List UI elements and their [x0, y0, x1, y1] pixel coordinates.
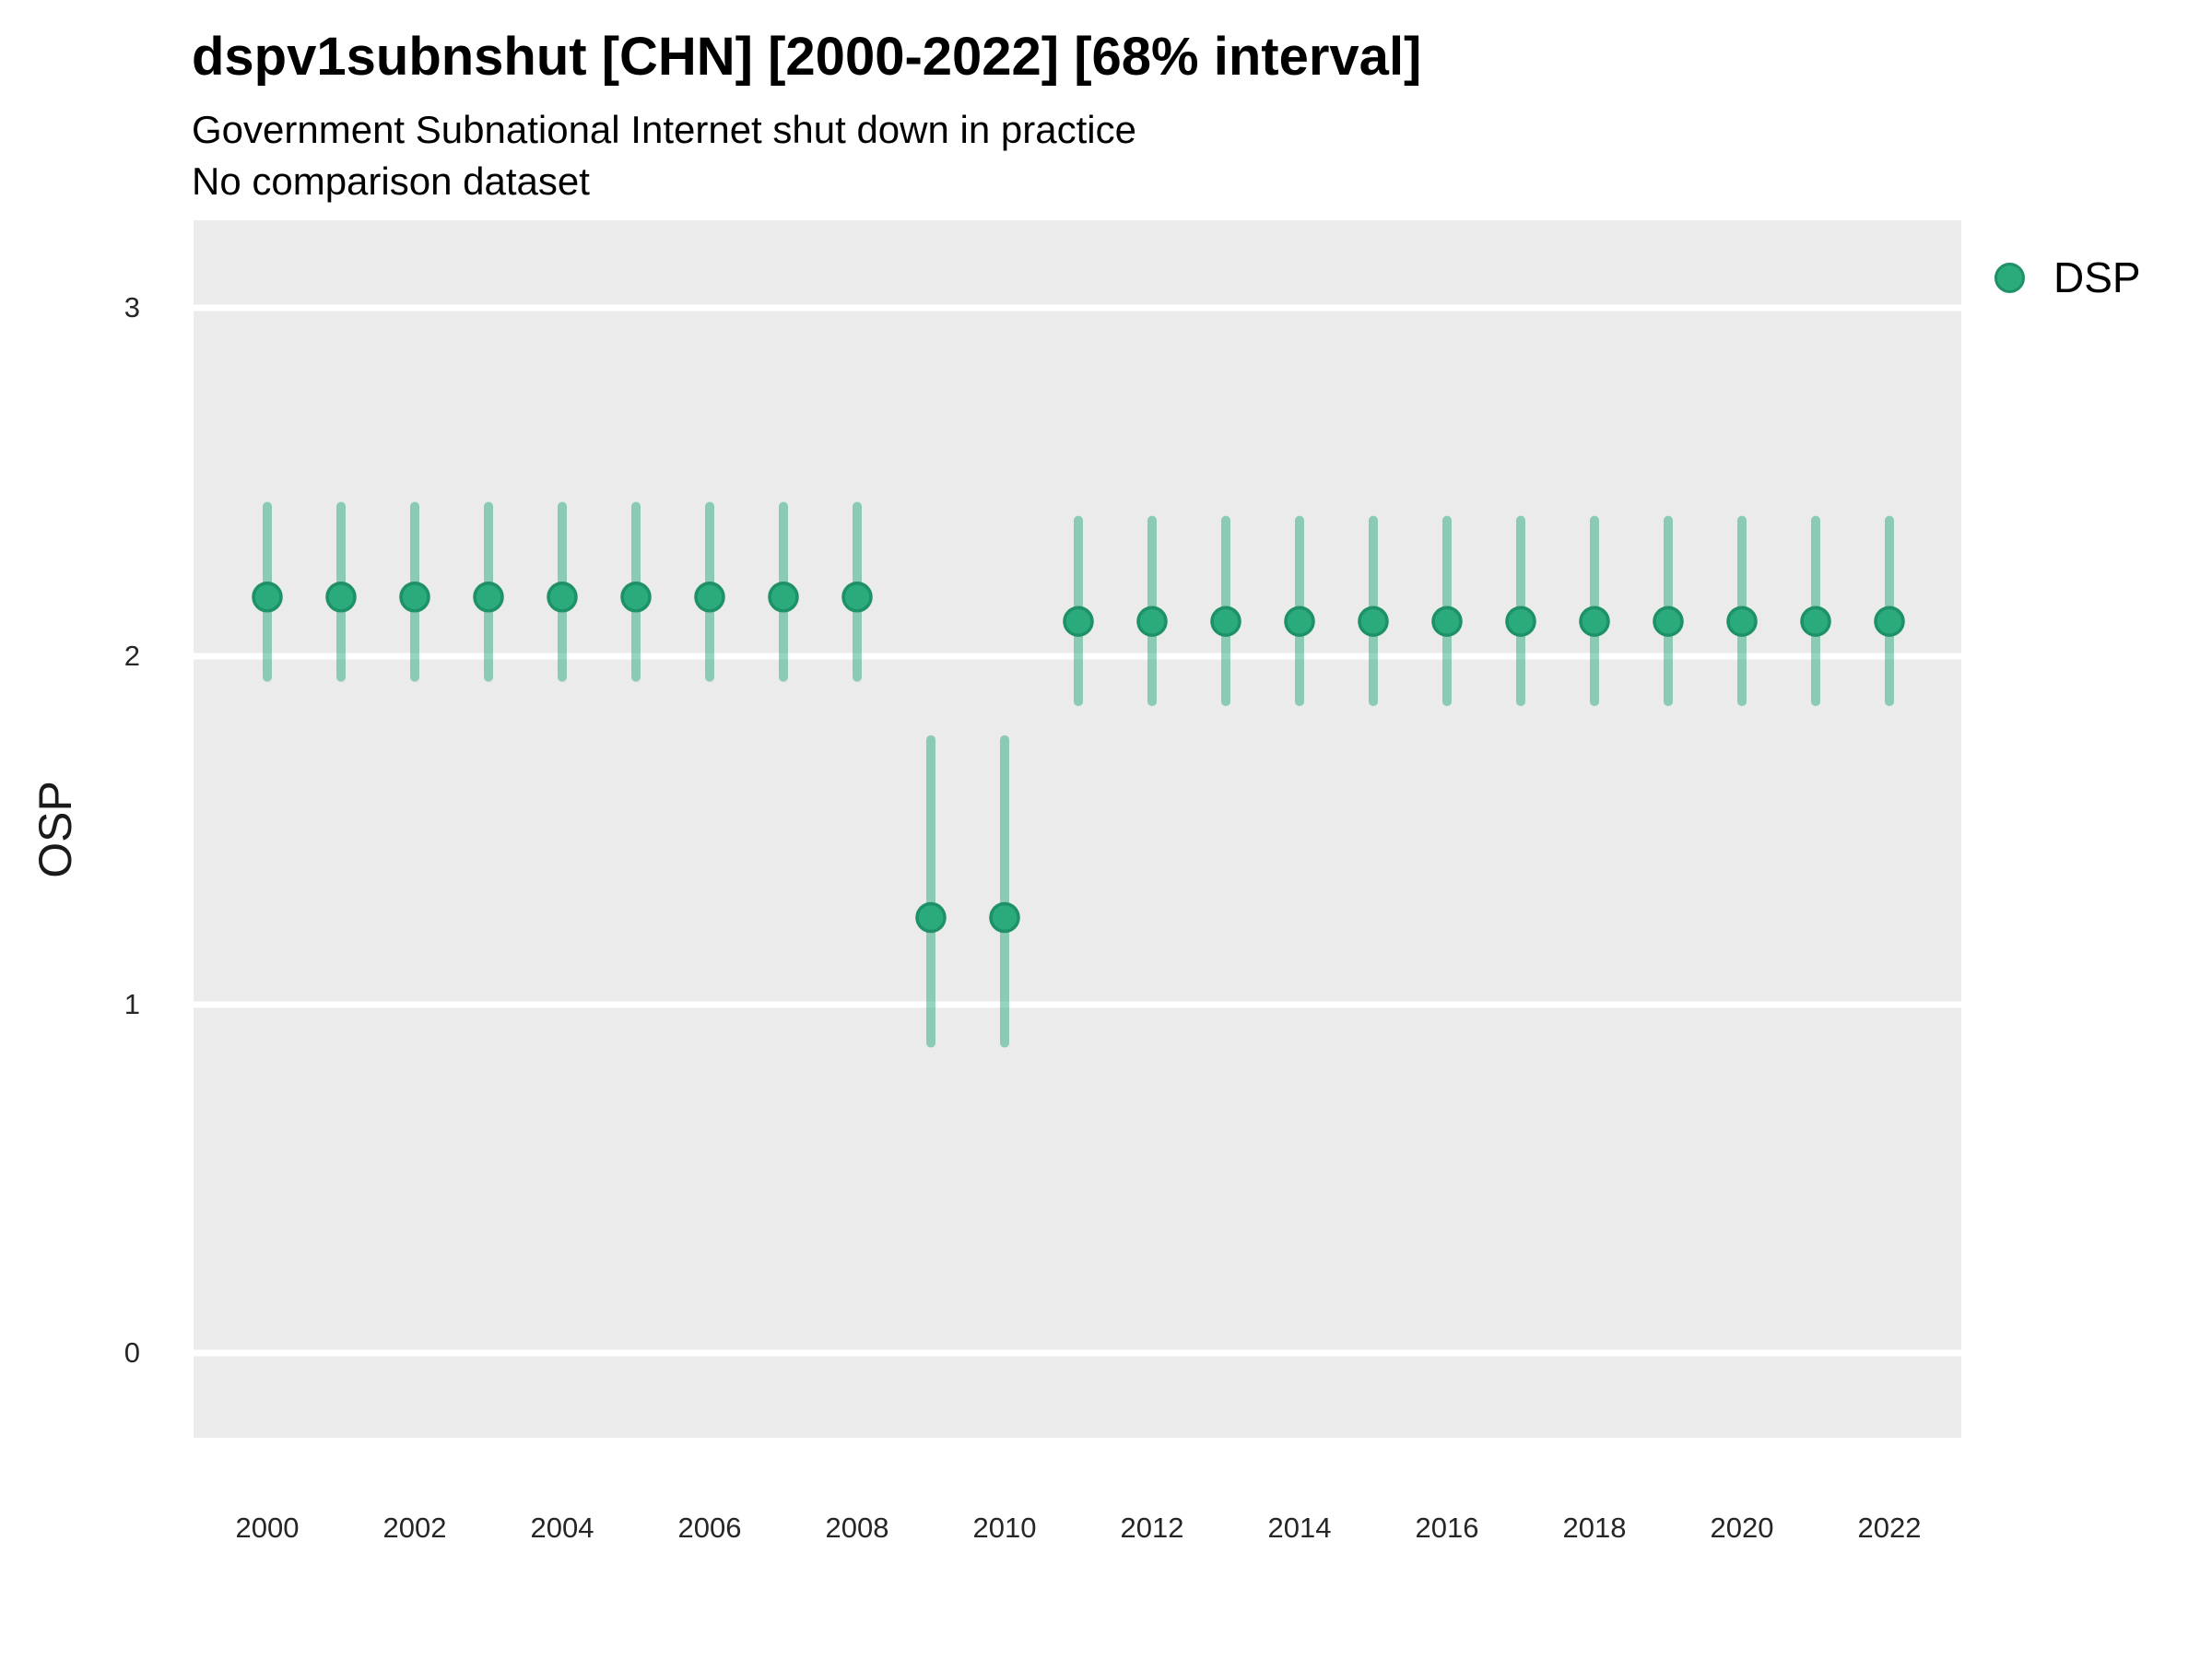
y-tick-label-1: 1	[124, 988, 140, 1020]
data-point-2018	[1579, 606, 1610, 637]
x-tick-label-2008: 2008	[825, 1512, 889, 1544]
x-tick-label-2004: 2004	[530, 1512, 594, 1544]
data-point-2012	[1136, 606, 1168, 637]
data-point-2000	[252, 581, 283, 613]
y-tick-label-2: 2	[124, 640, 140, 672]
data-point-2020	[1726, 606, 1758, 637]
data-point-2022	[1874, 606, 1905, 637]
data-point-2017	[1505, 606, 1536, 637]
x-tick-label-2010: 2010	[972, 1512, 1037, 1544]
plot-canvas	[194, 304, 1961, 1357]
data-point-2009	[915, 901, 947, 934]
x-tick-label-2020: 2020	[1710, 1512, 1774, 1544]
y-tick-label-3: 3	[124, 291, 140, 324]
x-tick-label-2022: 2022	[1857, 1512, 1922, 1544]
x-tick-label-2000: 2000	[235, 1512, 300, 1544]
comparison-note: No comparison dataset	[192, 159, 590, 203]
data-point-2002	[399, 581, 430, 613]
x-tick-label-2002: 2002	[382, 1512, 447, 1544]
y-tick-label-0: 0	[124, 1336, 140, 1369]
data-point-2010	[989, 901, 1020, 934]
x-tick-label-2012: 2012	[1120, 1512, 1184, 1544]
legend-point-icon	[1994, 262, 2025, 293]
data-point-2001	[325, 581, 357, 613]
chart-title: dspv1subnshut [CHN] [2000-2022] [68% int…	[192, 27, 1422, 87]
data-point-2008	[841, 581, 873, 613]
data-point-2014	[1284, 606, 1315, 637]
data-point-2015	[1358, 606, 1389, 637]
plot-panel	[194, 220, 1961, 1438]
data-point-2007	[768, 581, 799, 613]
y-axis-title: OSP	[29, 781, 81, 878]
data-point-2016	[1431, 606, 1463, 637]
data-point-2021	[1800, 606, 1831, 637]
data-point-2006	[694, 581, 725, 613]
x-tick-label-2018: 2018	[1562, 1512, 1627, 1544]
x-tick-label-2006: 2006	[677, 1512, 742, 1544]
x-tick-label-2016: 2016	[1415, 1512, 1479, 1544]
data-point-2005	[620, 581, 652, 613]
data-point-2003	[473, 581, 504, 613]
data-point-2004	[547, 581, 578, 613]
chart-subtitle: Government Subnational Internet shut dow…	[192, 108, 1136, 151]
x-tick-label-2014: 2014	[1267, 1512, 1332, 1544]
data-point-2011	[1063, 606, 1094, 637]
legend-series-label: DSP	[2053, 253, 2141, 301]
data-point-2019	[1653, 606, 1684, 637]
data-point-2013	[1210, 606, 1241, 637]
legend: DSP	[1994, 252, 2141, 303]
